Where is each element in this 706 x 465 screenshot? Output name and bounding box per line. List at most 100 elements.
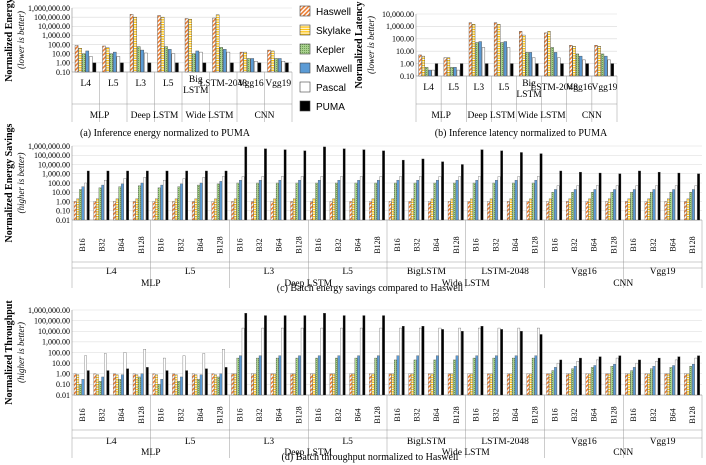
bar-pascal — [261, 327, 265, 396]
model-label: L5 — [185, 267, 196, 277]
bar-kepler — [551, 192, 555, 221]
bar-puma — [598, 356, 602, 396]
batch-label: B32 — [491, 238, 500, 251]
batch-label: B32 — [176, 238, 185, 251]
bar-pascal — [123, 352, 127, 396]
bar-pascal — [320, 176, 324, 221]
bar-maxwell — [573, 366, 577, 396]
bar-pascal — [379, 327, 383, 396]
batch-label: B128 — [688, 236, 697, 253]
model-label: L3 — [264, 267, 275, 277]
bar-puma — [618, 173, 622, 221]
batch-label: B64 — [275, 238, 284, 251]
bar-skylake — [547, 31, 551, 77]
bar-kepler — [630, 370, 633, 396]
bar-haswell — [113, 373, 116, 396]
bar-kepler — [109, 53, 113, 73]
batch-label: B128 — [373, 406, 382, 423]
bar-maxwell — [503, 41, 507, 77]
bar-kepler — [650, 192, 653, 221]
bar-puma — [86, 170, 90, 221]
bar-puma — [202, 62, 207, 73]
group-label: MLP — [141, 279, 161, 289]
bar-maxwell — [377, 180, 380, 221]
bar-kepler — [669, 192, 673, 221]
bar-kepler — [500, 42, 504, 77]
bar-pascal — [202, 353, 206, 396]
panel-c-caption: (c) Batch energy savings compared to Has… — [277, 283, 464, 294]
bar-kepler — [219, 47, 223, 73]
group-label: CNN — [613, 448, 633, 458]
bar-maxwell — [250, 58, 255, 73]
bar-pascal — [340, 327, 343, 396]
batch-label: B128 — [294, 406, 303, 423]
bar-pascal — [300, 327, 304, 396]
bar-haswell — [664, 373, 668, 396]
bar-kepler — [157, 187, 161, 221]
bar-skylake — [446, 57, 451, 77]
bar-maxwell — [514, 355, 518, 396]
bar-puma — [500, 329, 504, 396]
bar-kepler — [475, 42, 479, 77]
bar-maxwell — [553, 52, 558, 77]
bar-pascal — [431, 69, 435, 77]
bar-haswell — [519, 31, 523, 77]
group-label: Deep LSTM — [284, 279, 332, 289]
bar-pascal — [576, 361, 580, 396]
bar-haswell — [191, 373, 195, 396]
y-tick-label: 100,000.00 — [34, 316, 70, 325]
bar-skylake — [470, 373, 473, 396]
bar-kepler — [79, 189, 82, 221]
bar-haswell — [231, 373, 234, 396]
bar-maxwell — [652, 366, 656, 396]
bar-haswell — [605, 373, 609, 396]
bar-maxwell — [495, 180, 498, 221]
bar-maxwell — [223, 49, 227, 73]
bar-puma — [559, 359, 563, 396]
bar-kepler — [374, 357, 378, 396]
y-tick-label: 0.10 — [56, 68, 70, 77]
bar-pascal — [438, 176, 442, 221]
bar-skylake — [509, 198, 513, 221]
y-tick-label: 10,000.00 — [38, 160, 70, 169]
group-label: Deep LSTM — [467, 111, 515, 121]
bar-pascal — [202, 177, 206, 221]
bar-haswell — [487, 201, 490, 221]
bar-pascal — [615, 357, 619, 396]
bar-skylake — [627, 373, 631, 396]
y-tick-label: 100.00 — [48, 40, 70, 49]
bar-pascal — [171, 53, 176, 73]
batch-label: B16 — [235, 408, 244, 421]
y-tick-label: 0.10 — [56, 380, 70, 389]
bar-puma — [638, 170, 641, 221]
bar-pascal — [399, 327, 402, 396]
bar-puma — [520, 331, 523, 396]
batch-label: B64 — [432, 238, 441, 251]
bar-puma — [185, 170, 189, 221]
bar-kepler — [295, 357, 299, 396]
batch-label: B128 — [531, 406, 540, 423]
bar-puma — [264, 315, 267, 396]
y-tick-label: 100.00 — [48, 179, 70, 188]
bar-haswell — [132, 373, 136, 396]
bar-maxwell — [298, 180, 301, 221]
bar-pascal — [694, 357, 698, 396]
model-label: BigLSTM — [407, 267, 447, 277]
y-tick-label: 1.00 — [56, 59, 70, 68]
batch-label: B64 — [275, 408, 284, 421]
category-label: Big LSTM — [516, 79, 542, 100]
batch-label: B32 — [334, 408, 343, 421]
bar-puma — [106, 170, 110, 221]
bar-kepler — [256, 182, 259, 221]
bar-haswell — [388, 201, 392, 221]
y-axis-label: Normalized Energy Savings — [4, 123, 15, 242]
bar-maxwell — [195, 50, 200, 73]
bar-pascal — [557, 57, 561, 77]
bar-skylake — [332, 198, 336, 221]
bar-skylake — [489, 198, 493, 221]
group-label: MLP — [431, 111, 451, 121]
bar-puma — [539, 334, 543, 396]
y-tick-label: 10.00 — [396, 47, 414, 56]
bar-puma — [579, 357, 582, 396]
batch-label: B64 — [590, 238, 599, 251]
